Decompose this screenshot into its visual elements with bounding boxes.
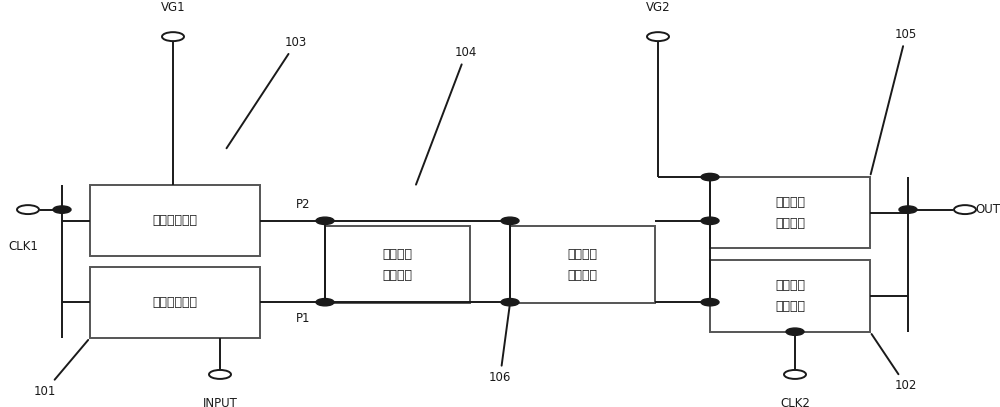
Bar (90, 267, 260, 338)
Text: 104: 104 (416, 46, 477, 185)
Text: 第二输出
控制模块: 第二输出 控制模块 (775, 196, 805, 230)
Circle shape (162, 32, 184, 41)
Circle shape (701, 173, 719, 181)
Circle shape (784, 370, 806, 379)
Circle shape (316, 298, 334, 306)
Circle shape (954, 205, 976, 214)
Circle shape (53, 206, 71, 213)
Circle shape (701, 217, 719, 225)
Text: VG1: VG1 (161, 1, 185, 14)
Circle shape (899, 206, 917, 213)
Text: 第二下拉
控制模块: 第二下拉 控制模块 (568, 247, 598, 282)
Text: 输入控制模块: 输入控制模块 (152, 296, 198, 309)
Bar (90, 185, 260, 256)
Text: 106: 106 (489, 306, 511, 384)
Text: CLK2: CLK2 (780, 397, 810, 407)
Text: 101: 101 (34, 340, 88, 398)
Text: VG2: VG2 (646, 1, 670, 14)
Text: 102: 102 (872, 334, 917, 392)
Circle shape (701, 298, 719, 306)
Text: 上拉控制模块: 上拉控制模块 (152, 214, 198, 227)
Bar (710, 177, 870, 248)
Bar (710, 260, 870, 332)
Circle shape (647, 32, 669, 41)
Text: P2: P2 (296, 198, 310, 211)
Bar (510, 226, 655, 303)
Text: 第一输出
控制模块: 第一输出 控制模块 (775, 279, 805, 313)
Text: P1: P1 (296, 313, 310, 325)
Circle shape (501, 217, 519, 225)
Circle shape (17, 205, 39, 214)
Circle shape (209, 370, 231, 379)
Text: 第一下拉
控制模块: 第一下拉 控制模块 (382, 247, 413, 282)
Bar (325, 226, 470, 303)
Text: 103: 103 (227, 36, 307, 148)
Text: OUTPUT: OUTPUT (975, 203, 1000, 216)
Circle shape (316, 217, 334, 225)
Text: INPUT: INPUT (203, 397, 237, 407)
Text: CLK1: CLK1 (8, 240, 38, 253)
Text: 105: 105 (871, 28, 917, 174)
Circle shape (501, 298, 519, 306)
Circle shape (786, 328, 804, 335)
